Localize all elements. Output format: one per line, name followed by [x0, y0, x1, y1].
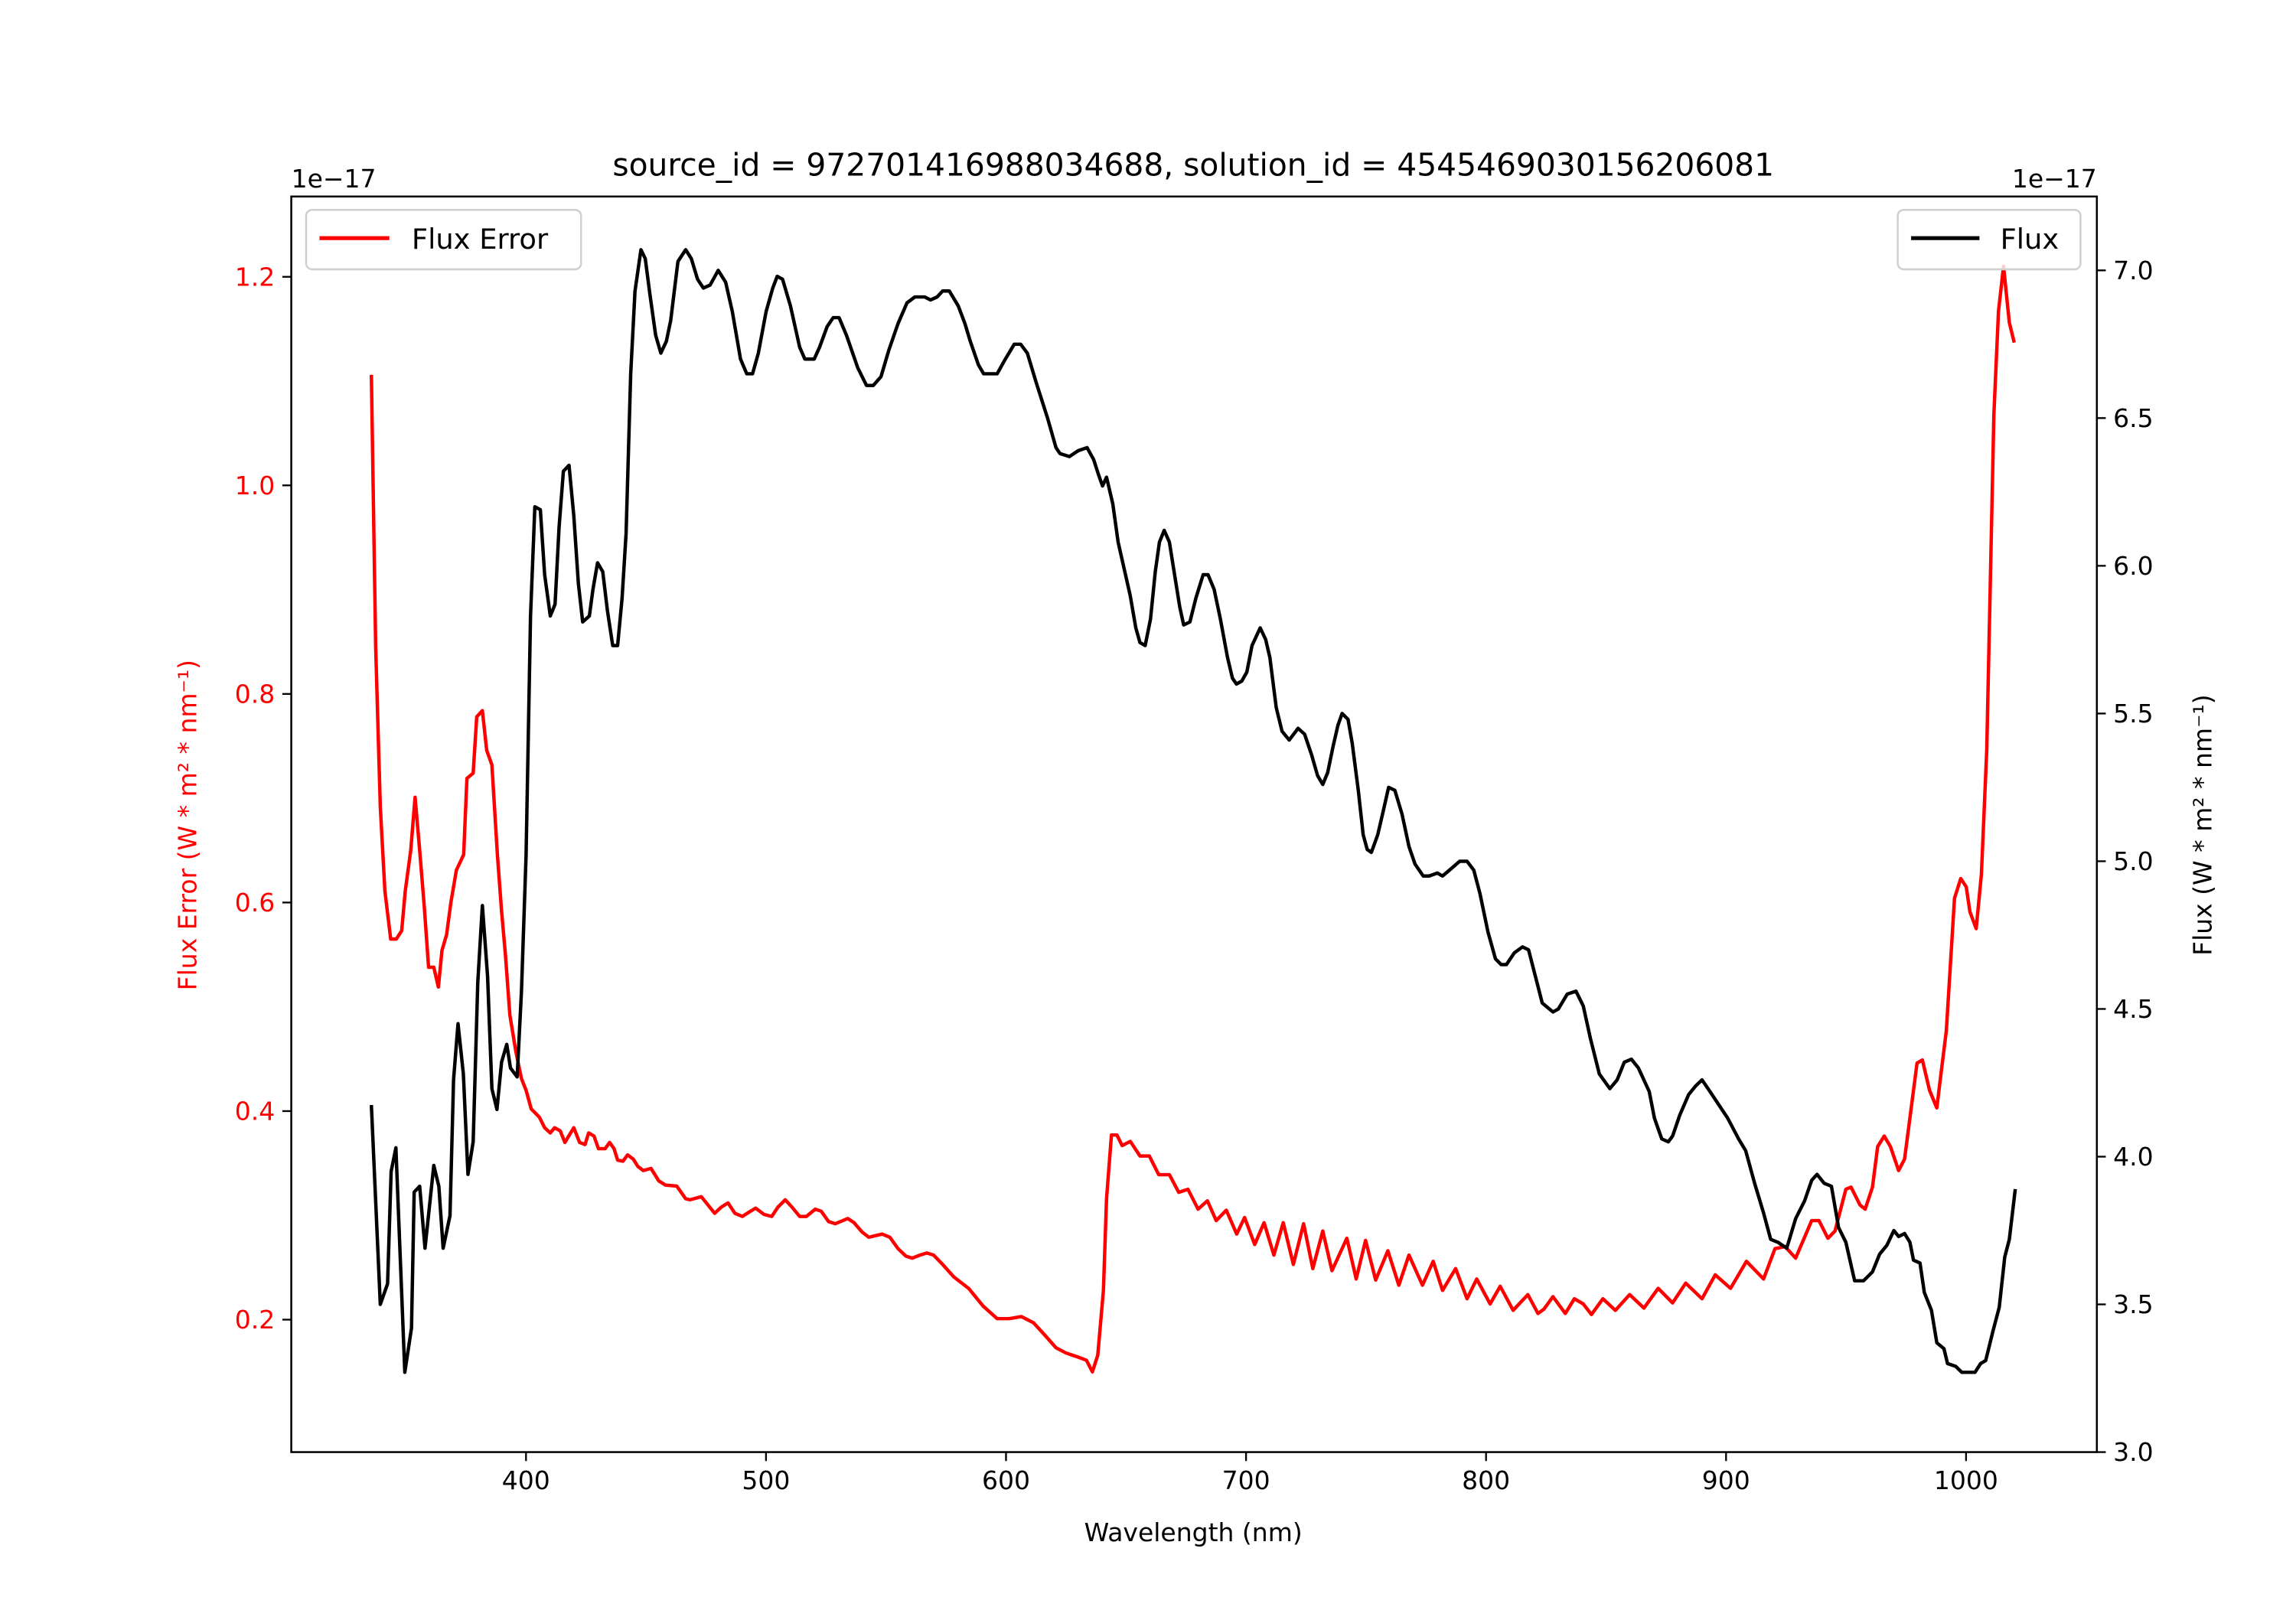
- x-tick-label: 700: [1222, 1465, 1270, 1495]
- chart-title: source_id = 972701416988034688, solution…: [612, 147, 1774, 184]
- x-tick-label: 1000: [1934, 1465, 1998, 1495]
- plot-frame: [290, 195, 2099, 1453]
- legend-label: Flux: [2001, 223, 2060, 256]
- left-y-tick-label: 1.0: [235, 471, 275, 500]
- legend-box: [305, 209, 582, 271]
- right-y-tick-label: 3.5: [2113, 1289, 2153, 1319]
- left-y-tick-label: 0.4: [235, 1097, 275, 1126]
- right-offset-text: 1e−17: [2012, 164, 2097, 194]
- legend-box: [1896, 209, 2082, 271]
- flux-line: [370, 248, 2017, 1374]
- left-y-tick-label: 1.2: [235, 262, 275, 292]
- legend-flux-error: Flux Error: [305, 209, 582, 271]
- left-offset-text: 1e−17: [292, 164, 377, 194]
- legend-label: Flux Error: [412, 223, 549, 256]
- right-y-tick-label: 6.5: [2113, 403, 2153, 433]
- left-y-tick-label: 0.2: [235, 1305, 275, 1335]
- left-y-tick-label: 0.8: [235, 679, 275, 709]
- x-axis-label: Wavelength (nm): [1084, 1517, 1303, 1547]
- x-tick-label: 900: [1702, 1465, 1750, 1495]
- right-y-tick-label: 7.0: [2113, 256, 2153, 285]
- right-y-tick-label: 3.0: [2113, 1437, 2153, 1467]
- right-y-tick-label: 5.5: [2113, 699, 2153, 729]
- right-y-tick-label: 4.0: [2113, 1142, 2153, 1172]
- legend-flux: Flux: [1896, 209, 2082, 271]
- flux-error-line: [370, 264, 2017, 1374]
- right-y-tick-label: 5.0: [2113, 846, 2153, 876]
- x-tick-label: 600: [982, 1465, 1030, 1495]
- right-y-tick-label: 4.5: [2113, 994, 2153, 1024]
- left-y-axis-label: Flux Error (W * m² * nm⁻¹): [172, 660, 202, 990]
- left-y-tick-label: 0.6: [235, 888, 275, 918]
- right-y-tick-label: 6.0: [2113, 551, 2153, 581]
- right-y-axis-label: Flux (W * m² * nm⁻¹): [2187, 694, 2217, 956]
- x-tick-label: 800: [1462, 1465, 1510, 1495]
- x-tick-label: 500: [742, 1465, 790, 1495]
- x-tick-label: 400: [502, 1465, 550, 1495]
